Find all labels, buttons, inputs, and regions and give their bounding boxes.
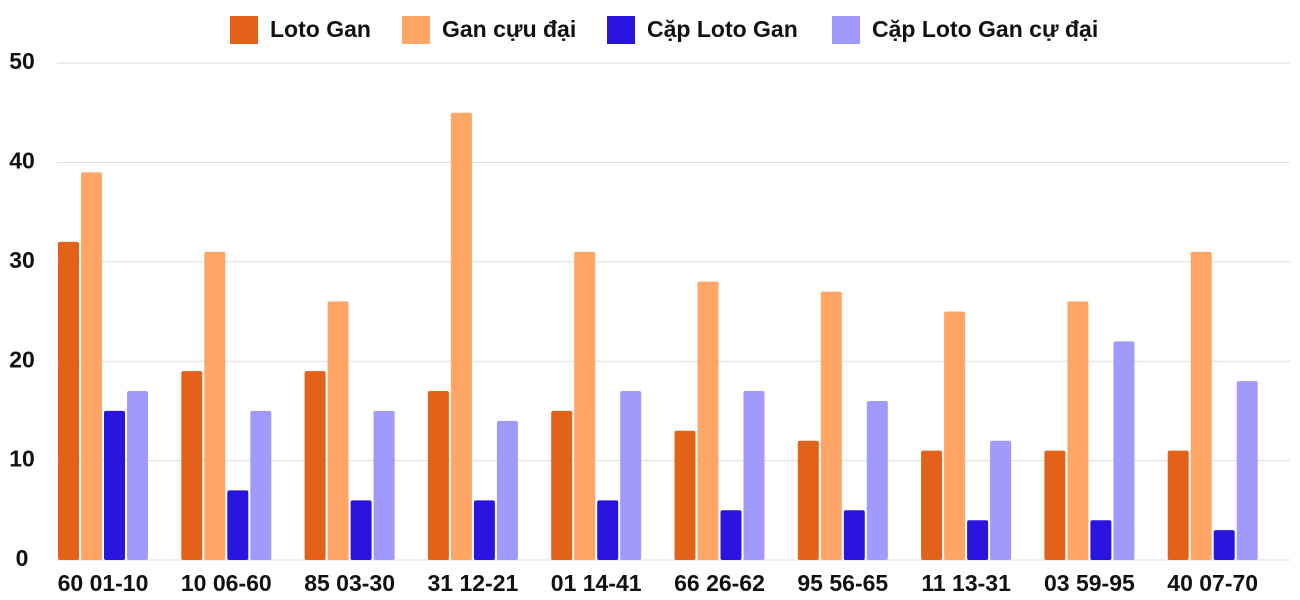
bar	[1113, 341, 1135, 560]
legend-swatch	[832, 16, 860, 44]
bar	[743, 391, 765, 560]
x-tick-label: 66 26-62	[674, 570, 765, 596]
bar	[620, 391, 642, 560]
bar	[697, 281, 719, 560]
legend-label: Gan cựu đại	[442, 16, 576, 42]
bar	[473, 500, 495, 560]
y-tick-label: 20	[9, 346, 35, 372]
y-tick-label: 50	[9, 48, 35, 74]
y-tick-label: 40	[9, 147, 35, 173]
bar	[990, 440, 1012, 560]
y-tick-label: 10	[9, 446, 35, 472]
bar	[227, 490, 249, 560]
x-tick-label: 40 07-70	[1167, 570, 1258, 596]
x-tick-label: 31 12-21	[427, 570, 518, 596]
x-tick-label: 10 06-60	[181, 570, 272, 596]
bar	[250, 410, 272, 560]
bar	[551, 410, 573, 560]
x-tick-label: 95 56-65	[797, 570, 888, 596]
bar	[797, 440, 819, 560]
bar	[373, 410, 395, 560]
bar	[81, 172, 102, 560]
bar	[820, 291, 842, 560]
bar	[450, 112, 472, 560]
bar	[921, 450, 943, 560]
x-tick-label: 01 14-41	[551, 570, 642, 596]
bar	[127, 391, 148, 560]
bar	[1190, 251, 1212, 561]
bar	[1236, 381, 1258, 560]
bar	[1044, 450, 1066, 560]
legend-swatch	[230, 16, 258, 44]
bar	[674, 430, 696, 560]
legend-label: Loto Gan	[270, 16, 371, 42]
bar	[967, 520, 989, 560]
bar	[866, 400, 888, 560]
bar	[350, 500, 372, 560]
bar	[1167, 450, 1189, 560]
bar	[1090, 520, 1112, 560]
legend-swatch	[402, 16, 430, 44]
bar	[204, 251, 226, 561]
bar	[58, 241, 79, 561]
bar	[843, 510, 865, 560]
bar	[496, 420, 518, 560]
bar	[181, 371, 203, 560]
x-tick-label: 60 01-10	[58, 570, 149, 596]
bar	[1213, 530, 1235, 560]
bar	[104, 410, 125, 560]
legend-label: Cặp Loto Gan cự đại	[872, 16, 1098, 42]
bar	[327, 301, 349, 560]
x-tick-label: 11 13-31	[921, 570, 1011, 596]
bar	[304, 371, 326, 560]
x-tick-label: 85 03-30	[304, 570, 395, 596]
bar	[574, 251, 596, 561]
y-tick-label: 0	[16, 545, 29, 571]
bar	[597, 500, 619, 560]
bar	[944, 311, 966, 560]
bar	[1067, 301, 1089, 560]
y-tick-label: 30	[9, 247, 35, 273]
legend-swatch	[607, 16, 635, 44]
legend-label: Cặp Loto Gan	[647, 16, 798, 42]
x-tick-label: 03 59-95	[1044, 570, 1135, 596]
bar	[720, 510, 742, 560]
bar	[427, 391, 449, 560]
